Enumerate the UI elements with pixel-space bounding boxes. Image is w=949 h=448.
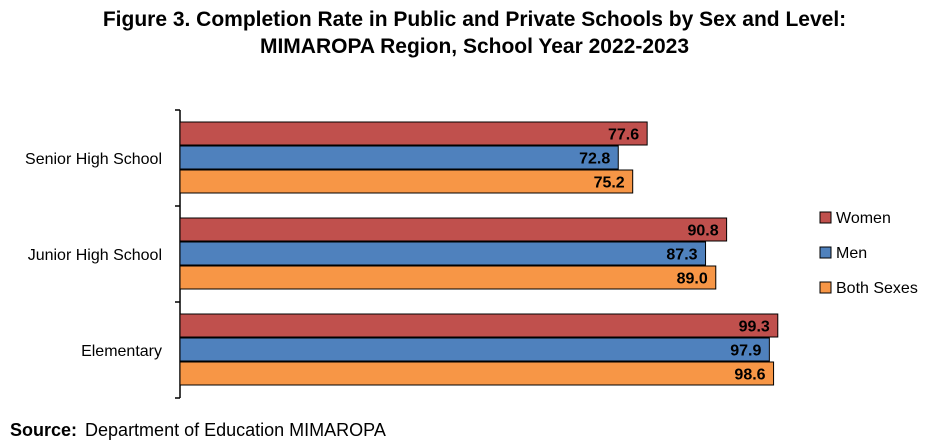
- bar: [179, 313, 779, 338]
- source-text: Department of Education MIMAROPA: [85, 420, 386, 440]
- data-label: 90.8: [687, 223, 718, 240]
- legend-entry: Men: [836, 245, 867, 262]
- bar: [179, 337, 770, 362]
- data-label: 75.2: [594, 175, 625, 192]
- legend-swatch: [819, 281, 832, 294]
- data-label: 87.3: [666, 247, 697, 264]
- legend-entry: Both Sexes: [836, 280, 918, 297]
- bar: [179, 265, 717, 290]
- chart-title-line-1: Figure 3. Completion Rate in Public and …: [102, 8, 847, 31]
- data-label: 97.9: [730, 343, 761, 360]
- bar: [179, 121, 648, 146]
- data-label: 77.6: [608, 127, 639, 144]
- data-label: 98.6: [734, 367, 765, 384]
- bar: [179, 169, 634, 194]
- data-label: 99.3: [739, 319, 770, 336]
- chart-title: Figure 3. Completion Rate in Public and …: [0, 6, 949, 60]
- chart-title-line-2: MIMAROPA Region, School Year 2022-2023: [259, 35, 690, 58]
- source-label: Source:: [10, 420, 78, 440]
- category-tick-label: Senior High School: [25, 151, 162, 168]
- data-label: 72.8: [579, 151, 610, 168]
- category-tick-label: Junior High School: [28, 247, 162, 264]
- source-note: Source: Department of Education MIMAROPA: [10, 420, 386, 441]
- legend-entry: Women: [836, 210, 891, 227]
- legend-swatch: [819, 211, 832, 224]
- legend-swatch: [819, 246, 832, 259]
- category-tick-label: Elementary: [81, 343, 162, 360]
- bar: [179, 361, 775, 386]
- bar: [179, 241, 707, 266]
- data-label: 89.0: [677, 271, 708, 288]
- bar: [179, 217, 728, 242]
- bar: [179, 145, 619, 170]
